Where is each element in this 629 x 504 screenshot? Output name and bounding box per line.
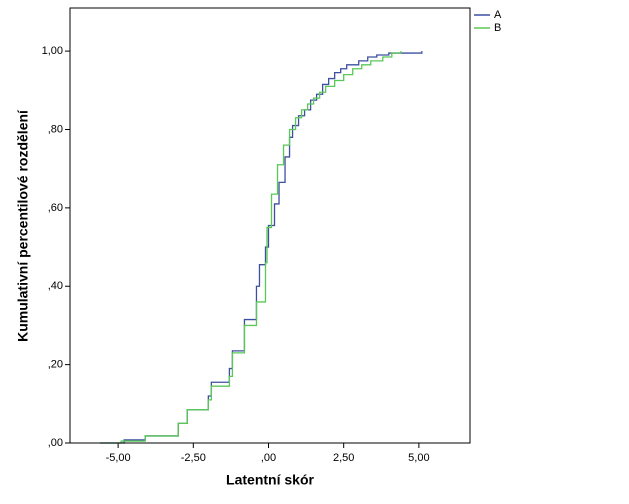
- y-tick-label: ,60: [48, 202, 63, 214]
- x-tick-label: -5,00: [106, 452, 131, 464]
- y-tick-label: ,00: [48, 437, 63, 449]
- x-axis-title: Latentní skór: [226, 472, 314, 488]
- y-tick-label: ,20: [48, 359, 63, 371]
- step-line: [100, 51, 402, 444]
- x-tick-label: 5,00: [408, 452, 429, 464]
- x-tick-label: 2,50: [333, 452, 354, 464]
- y-tick-label: 1,00: [42, 45, 63, 57]
- y-axis-title: Kumulativní percentilové rozdělení: [15, 109, 31, 342]
- x-tick-label: -2,50: [181, 452, 206, 464]
- step-line: [100, 51, 423, 444]
- y-tick-label: ,40: [48, 280, 63, 292]
- legend-label: B: [494, 22, 501, 34]
- plot-frame: [69, 7, 471, 444]
- x-tick-label: ,00: [261, 452, 276, 464]
- legend-label: A: [494, 9, 502, 21]
- y-tick-label: ,80: [48, 123, 63, 135]
